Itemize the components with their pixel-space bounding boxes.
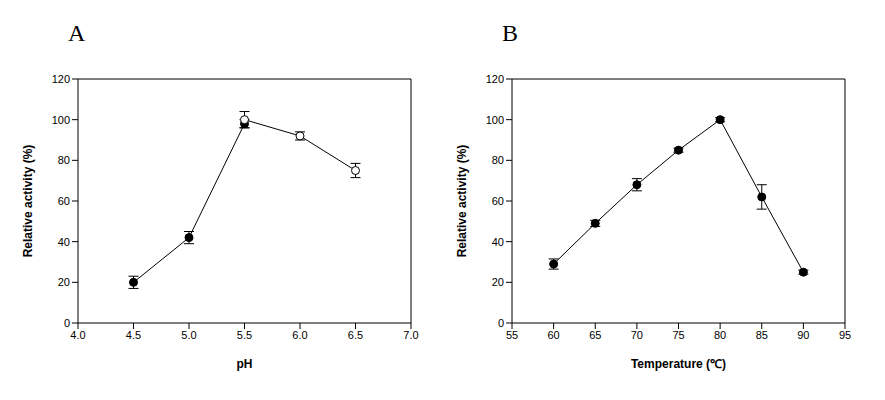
svg-text:5.0: 5.0 [181,329,196,341]
svg-text:60: 60 [58,195,70,207]
svg-text:70: 70 [631,329,643,341]
svg-text:55: 55 [506,329,518,341]
svg-text:80: 80 [492,154,504,166]
svg-text:40: 40 [492,236,504,248]
svg-text:120: 120 [486,73,504,85]
svg-text:4.0: 4.0 [70,329,85,341]
svg-text:5.5: 5.5 [237,329,252,341]
svg-text:0: 0 [498,317,504,329]
svg-text:pH: pH [237,357,253,371]
svg-text:65: 65 [589,329,601,341]
svg-text:Relative activity (%): Relative activity (%) [21,145,35,258]
svg-text:60: 60 [492,195,504,207]
html-text:B: B [502,20,518,46]
svg-text:80: 80 [714,329,726,341]
svg-text:75: 75 [672,329,684,341]
svg-text:90: 90 [797,329,809,341]
html-text:A: A [68,20,86,46]
svg-text:20: 20 [492,276,504,288]
svg-text:40: 40 [58,236,70,248]
svg-text:120: 120 [52,73,70,85]
svg-text:60: 60 [548,329,560,341]
svg-text:6.0: 6.0 [292,329,307,341]
svg-text:100: 100 [52,114,70,126]
svg-text:0: 0 [64,317,70,329]
svg-text:85: 85 [756,329,768,341]
svg-text:20: 20 [58,276,70,288]
svg-text:95: 95 [839,329,851,341]
svg-text:100: 100 [486,114,504,126]
svg-text:80: 80 [58,154,70,166]
svg-text:4.5: 4.5 [126,329,141,341]
svg-text:Relative activity (%): Relative activity (%) [455,145,469,258]
svg-text:6.5: 6.5 [348,329,363,341]
svg-text:7.0: 7.0 [403,329,418,341]
svg-text:Temperature (℃): Temperature (℃) [631,357,726,371]
